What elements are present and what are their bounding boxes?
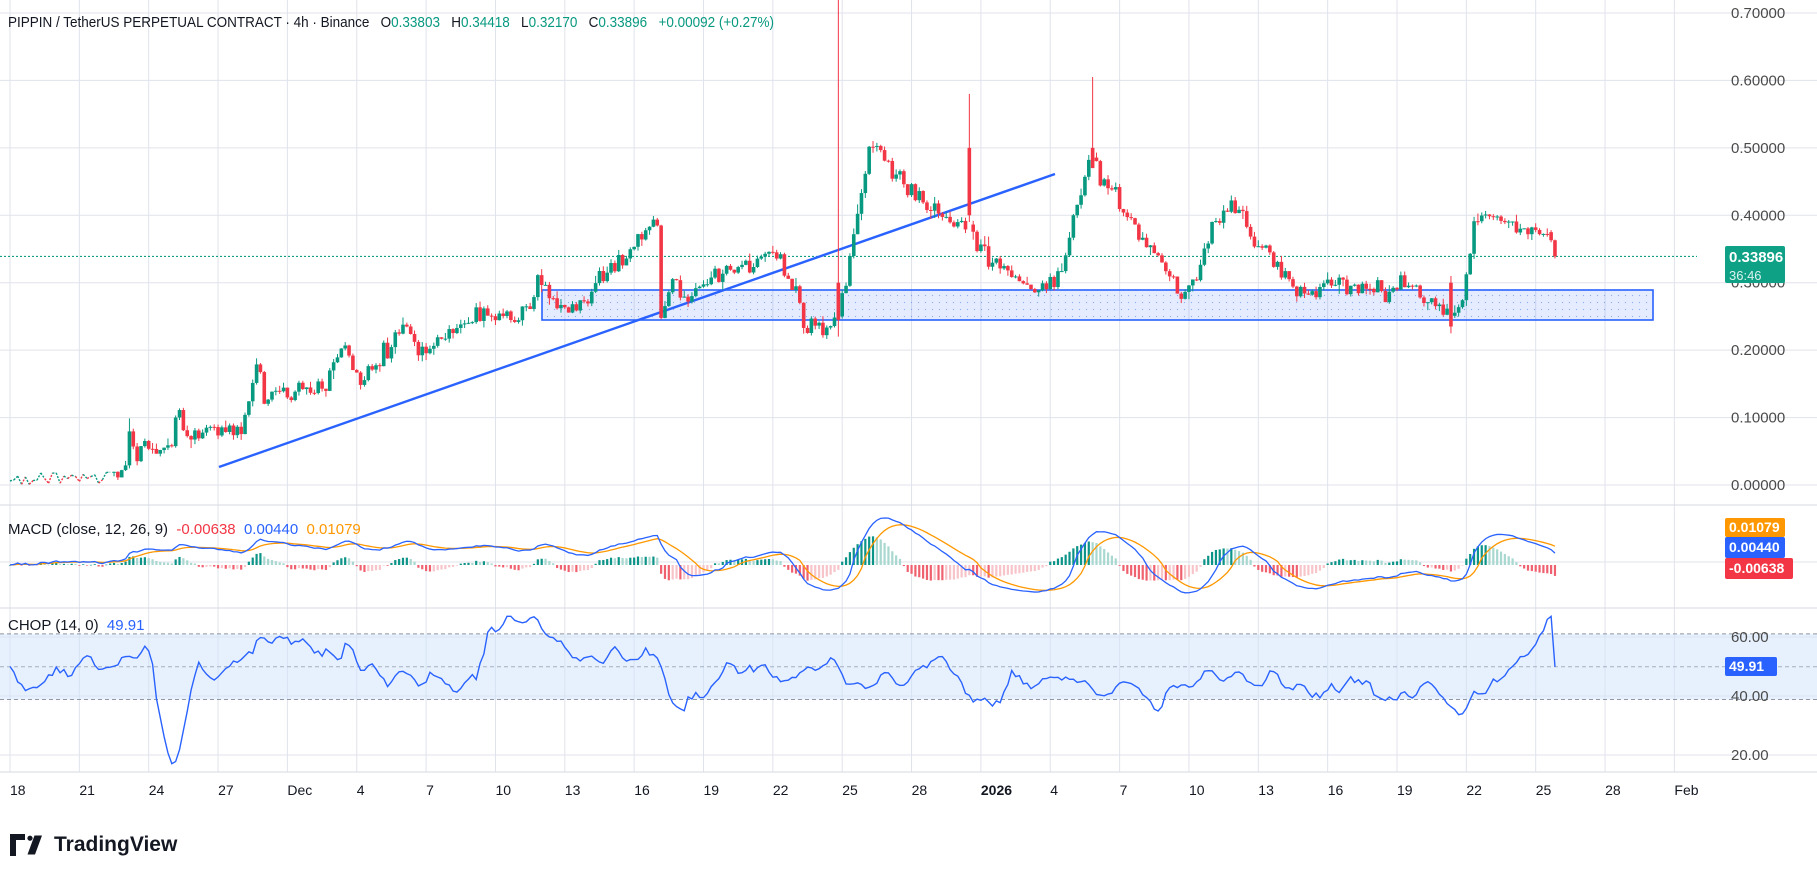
svg-text:0.10000: 0.10000 xyxy=(1731,410,1785,427)
svg-text:0.00000: 0.00000 xyxy=(1731,477,1785,494)
svg-text:0.20000: 0.20000 xyxy=(1731,342,1785,359)
svg-text:0.70000: 0.70000 xyxy=(1731,5,1785,22)
svg-text:60.00: 60.00 xyxy=(1731,629,1769,646)
svg-text:0.40000: 0.40000 xyxy=(1731,207,1785,224)
svg-text:0.60000: 0.60000 xyxy=(1731,72,1785,89)
svg-text:0.50000: 0.50000 xyxy=(1731,140,1785,157)
svg-text:20.00: 20.00 xyxy=(1731,747,1769,764)
svg-text:40.00: 40.00 xyxy=(1731,688,1769,705)
